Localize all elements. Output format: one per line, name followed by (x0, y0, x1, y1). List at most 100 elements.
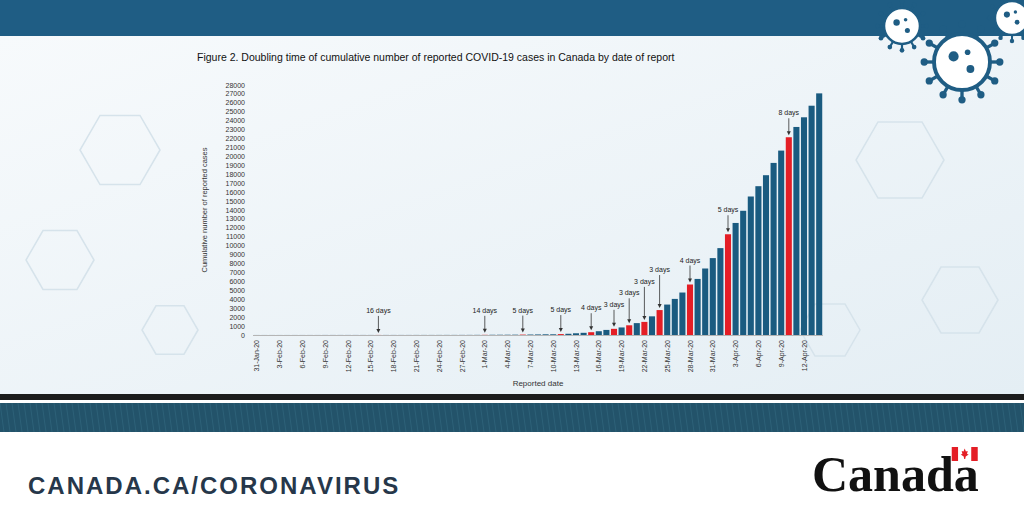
band-stripe (810, 403, 814, 432)
x-tick-label: 6-Apr-20 (755, 340, 763, 367)
annotation: 4 days (680, 257, 701, 265)
virus-icon (921, 21, 1004, 104)
annotation-arrow (484, 316, 485, 330)
x-tick-label: 16-Mar-20 (595, 340, 602, 372)
bar (725, 234, 731, 335)
bar (786, 137, 792, 335)
bar (596, 331, 602, 335)
x-tick-label: 25-Mar-20 (664, 340, 671, 372)
virus-knob (991, 77, 998, 84)
annotation-arrow (614, 310, 615, 324)
annotation-arrowhead (559, 328, 563, 332)
virus-dot (904, 18, 908, 22)
bar (284, 334, 290, 335)
y-tick-label: 17000 (226, 180, 246, 187)
band-stripe (654, 403, 658, 432)
band-stripe (876, 403, 880, 432)
band-stripe (504, 403, 508, 432)
band-stripe (726, 403, 730, 432)
x-tick-label: 31-Mar-20 (709, 340, 716, 372)
band-stripe (468, 403, 472, 432)
y-tick-label: 16000 (226, 189, 246, 196)
band-stripe (462, 403, 466, 432)
bar (558, 334, 564, 335)
bar (535, 334, 541, 335)
bar (444, 334, 450, 335)
y-tick-label: 7000 (229, 269, 245, 276)
y-tick-label: 14000 (226, 207, 246, 214)
band-stripe (762, 403, 766, 432)
band-stripe (498, 403, 502, 432)
annotation: 8 days (778, 109, 799, 117)
bar (793, 127, 799, 335)
x-tick-label: 21-Feb-20 (413, 340, 420, 372)
virus-knob (990, 27, 994, 31)
hexagon (922, 267, 998, 333)
virus-knob (924, 24, 929, 29)
band-stripe (624, 403, 628, 432)
bar (679, 293, 685, 335)
bar (474, 334, 480, 335)
band-stripe (420, 403, 424, 432)
band-stripe (102, 403, 106, 432)
bar (649, 316, 655, 335)
virus-dot (949, 51, 959, 61)
band-stripe (72, 403, 76, 432)
band-stripe (510, 403, 514, 432)
x-tick-label: 1-Mar-20 (481, 340, 488, 369)
virus-dot (1004, 12, 1010, 18)
band-stripe (900, 403, 904, 432)
virus-knob (991, 39, 998, 46)
bar (634, 323, 640, 335)
band-stripe (24, 403, 28, 432)
virus-knob (977, 26, 984, 33)
x-tick-label: 18-Feb-20 (390, 340, 397, 372)
band-stripe (606, 403, 610, 432)
annotation: 16 days (366, 307, 391, 315)
band-stripe (12, 403, 16, 432)
band-stripe (696, 403, 700, 432)
bar (641, 322, 647, 335)
x-tick-label: 3-Apr-20 (732, 340, 740, 367)
band-stripe (786, 403, 790, 432)
band-stripe (198, 403, 202, 432)
wordmark: Canada (812, 446, 979, 502)
band-stripe (780, 403, 784, 432)
band-stripe (150, 403, 154, 432)
band-stripe (48, 403, 52, 432)
y-tick-label: 21000 (226, 144, 246, 151)
virus-knob (900, 48, 905, 53)
band-stripe (648, 403, 652, 432)
x-axis (253, 335, 823, 336)
band-stripe (408, 403, 412, 432)
band-stripe (738, 403, 742, 432)
annotation-arrowhead (658, 304, 662, 308)
virus-knob (998, 0, 1002, 1)
annotation: 5 days (512, 307, 533, 315)
y-tick-label: 19000 (226, 162, 246, 169)
bar (497, 334, 503, 335)
band-stripe (456, 403, 460, 432)
bar (292, 334, 298, 335)
bar (330, 334, 336, 335)
bar (269, 334, 275, 335)
band-stripe (960, 403, 964, 432)
band-stripe (588, 403, 592, 432)
annotation-arrow (788, 118, 789, 132)
band-stripe (282, 403, 286, 432)
hexagon (142, 306, 198, 354)
band-stripe (60, 403, 64, 432)
chart-title: Figure 2. Doubling time of cumulative nu… (197, 51, 674, 63)
band-stripe (330, 403, 334, 432)
virus-dot (966, 65, 974, 73)
bar (695, 279, 701, 335)
band-stripe (228, 403, 232, 432)
band-stripe (564, 403, 568, 432)
band-stripe (30, 403, 34, 432)
band-stripe (594, 403, 598, 432)
y-tick-label: 26000 (226, 99, 246, 106)
bar (520, 334, 526, 335)
band-stripe (1002, 403, 1006, 432)
band-stripe (744, 403, 748, 432)
x-tick-label: 24-Feb-20 (436, 340, 443, 372)
